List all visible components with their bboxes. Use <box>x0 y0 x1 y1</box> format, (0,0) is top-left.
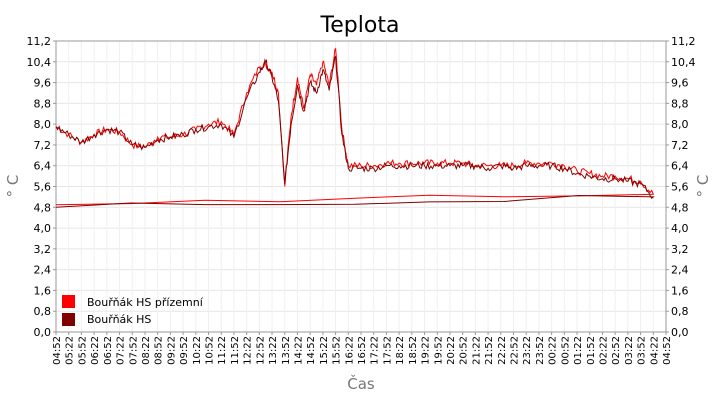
x-tick-label: 01:52 <box>586 336 597 365</box>
legend-label-series-1: Bouřňák HS přízemní <box>87 296 204 309</box>
y-tick-label-right: 0,8 <box>671 305 689 318</box>
x-tick-label: 14:22 <box>293 336 304 365</box>
y-tick-label-left: 1,6 <box>34 284 52 297</box>
x-axis-label: Čas <box>347 374 375 393</box>
y-tick-label-right: 1,6 <box>671 284 689 297</box>
y-tick-label-left: 7,2 <box>34 139 52 152</box>
y-tick-label-left: 8,0 <box>34 118 52 131</box>
x-tick-label: 06:22 <box>90 336 101 365</box>
y-tick-label-left: 10,4 <box>27 56 52 69</box>
x-tick-label: 04:22 <box>649 336 660 365</box>
y-tick-label-left: 3,2 <box>34 243 52 256</box>
x-tick-label: 13:22 <box>268 336 279 365</box>
x-tick-label: 11:52 <box>230 336 241 365</box>
y-tick-label-right: 4,8 <box>671 201 689 214</box>
x-axis: 04:52 05:22 05:52 06:22 06:52 07:22 07:52 08:22… <box>52 332 673 365</box>
x-tick-label: 12:22 <box>243 336 254 365</box>
x-tick-label: 04:52 <box>662 336 673 365</box>
x-tick-label: 19:22 <box>421 336 432 365</box>
x-tick-label: 15:22 <box>319 336 330 365</box>
y-tick-label-left: 4,0 <box>34 222 52 235</box>
x-tick-label: 10:22 <box>192 336 203 365</box>
x-tick-label: 11:22 <box>217 336 228 365</box>
legend-swatch-series-1 <box>62 295 75 308</box>
y-tick-label-right: 9,6 <box>671 77 689 90</box>
x-tick-label: 16:22 <box>344 336 355 365</box>
y-tick-label-right: 3,2 <box>671 243 689 256</box>
x-tick-label: 09:52 <box>179 336 190 365</box>
y-tick-label-right: 6,4 <box>671 160 689 173</box>
y-axis-left: 0,0 0,8 1,6 2,4 3,2 4,0 4,8 5,6 6,4 7,2 8,0 8,8 9,6 1… <box>27 35 56 339</box>
x-tick-label: 21:52 <box>484 336 495 365</box>
x-tick-label: 15:52 <box>332 336 343 365</box>
x-tick-label: 23:22 <box>522 336 533 365</box>
x-tick-label: 07:22 <box>116 336 127 365</box>
x-tick-label: 01:22 <box>573 336 584 365</box>
chart-title: Teplota <box>320 13 400 38</box>
x-tick-label: 19:52 <box>433 336 444 365</box>
y-tick-label-left: 0,8 <box>34 305 52 318</box>
y-tick-label-right: 11,2 <box>671 35 696 48</box>
x-tick-label: 09:22 <box>166 336 177 365</box>
x-tick-label: 05:22 <box>65 336 76 365</box>
x-tick-label: 22:22 <box>497 336 508 365</box>
x-tick-label: 14:52 <box>306 336 317 365</box>
legend-label-series-2: Bouřňák HS <box>87 313 151 326</box>
x-tick-label: 18:22 <box>395 336 406 365</box>
y-tick-label-right: 5,6 <box>671 181 689 194</box>
y-tick-label-left: 4,8 <box>34 201 52 214</box>
x-tick-label: 23:52 <box>535 336 546 365</box>
x-tick-label: 02:22 <box>598 336 609 365</box>
y-tick-label-right: 10,4 <box>671 56 696 69</box>
legend: Bouřňák HS přízemní Bouřňák HS <box>62 295 204 326</box>
x-tick-label: 06:52 <box>103 336 114 365</box>
x-tick-label: 22:52 <box>510 336 521 365</box>
x-tick-label: 05:52 <box>77 336 88 365</box>
y-tick-label-left: 2,4 <box>34 264 52 277</box>
x-tick-label: 17:52 <box>382 336 393 365</box>
y-tick-label-right: 8,0 <box>671 118 689 131</box>
y-tick-label-left: 9,6 <box>34 77 52 90</box>
x-tick-label: 00:22 <box>548 336 559 365</box>
y-axis-label-right: ° C <box>694 175 712 198</box>
x-tick-label: 03:52 <box>637 336 648 365</box>
grid-lines <box>55 40 667 333</box>
y-tick-label-right: 4,0 <box>671 222 689 235</box>
x-tick-label: 20:22 <box>446 336 457 365</box>
x-tick-label: 02:52 <box>611 336 622 365</box>
x-tick-label: 21:22 <box>471 336 482 365</box>
legend-swatch-series-2 <box>62 313 75 326</box>
x-tick-label: 16:52 <box>357 336 368 365</box>
x-tick-label: 18:52 <box>408 336 419 365</box>
y-tick-label-left: 11,2 <box>27 35 52 48</box>
x-tick-label: 08:52 <box>154 336 165 365</box>
y-tick-label-right: 0,0 <box>671 326 689 339</box>
series-line-2 <box>55 55 655 208</box>
x-tick-label: 12:52 <box>255 336 266 365</box>
y-tick-label-right: 2,4 <box>671 264 689 277</box>
y-tick-label-left: 6,4 <box>34 160 52 173</box>
x-tick-label: 03:22 <box>624 336 635 365</box>
x-tick-label: 07:52 <box>128 336 139 365</box>
x-tick-label: 08:22 <box>141 336 152 365</box>
series-line-1 <box>55 47 655 206</box>
y-axis-right: 0,0 0,8 1,6 2,4 3,2 4,0 4,8 5,6 6,4 7,2 8,0 8,8 9,6 1… <box>666 35 696 339</box>
x-tick-label: 10:52 <box>205 336 216 365</box>
y-tick-label-right: 7,2 <box>671 139 689 152</box>
x-tick-label: 17:22 <box>370 336 381 365</box>
y-tick-label-left: 8,8 <box>34 97 52 110</box>
x-tick-label: 13:52 <box>281 336 292 365</box>
series-layer <box>55 47 655 208</box>
x-tick-label: 04:52 <box>52 336 63 365</box>
y-axis-label-left: ° C <box>4 175 22 198</box>
x-tick-label: 00:52 <box>560 336 571 365</box>
y-tick-label-left: 5,6 <box>34 181 52 194</box>
y-tick-label-right: 8,8 <box>671 97 689 110</box>
x-tick-label: 20:52 <box>459 336 470 365</box>
y-tick-label-left: 0,0 <box>34 326 52 339</box>
